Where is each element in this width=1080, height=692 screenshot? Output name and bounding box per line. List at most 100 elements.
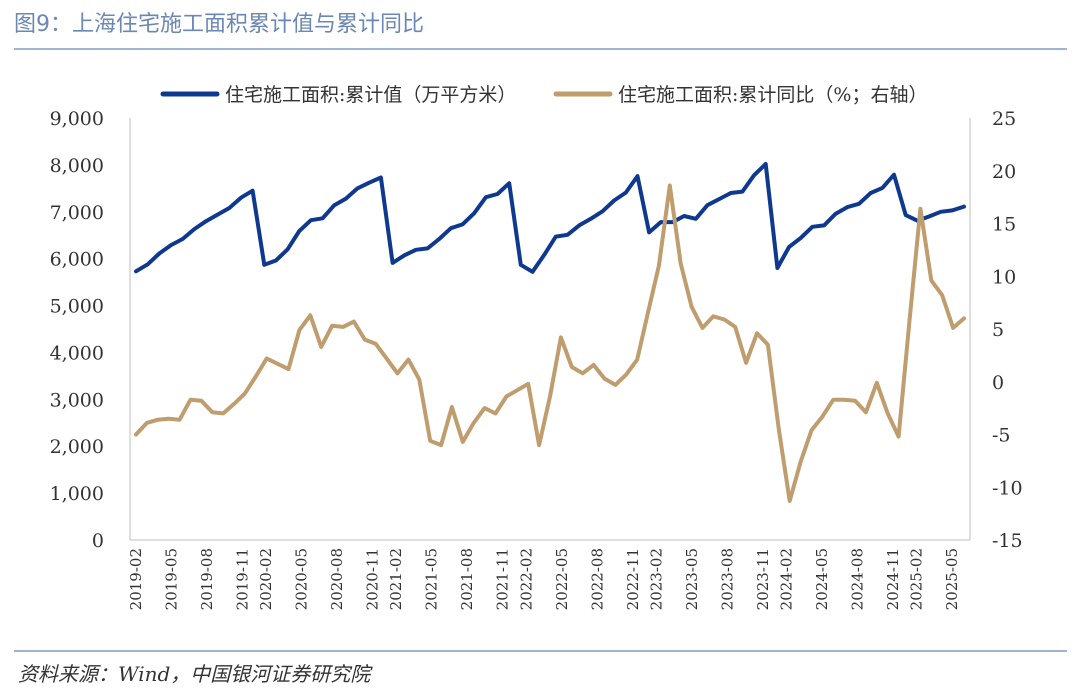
series-2-point xyxy=(635,358,639,362)
series-1-point xyxy=(752,173,756,177)
series-1-point xyxy=(764,162,768,166)
series-2-point xyxy=(842,398,846,402)
series-2-point xyxy=(711,314,716,318)
series-2-point xyxy=(504,394,508,399)
series-1-point xyxy=(799,236,803,240)
series-1-point xyxy=(939,210,943,214)
series-2-point xyxy=(167,417,171,421)
series-2-point xyxy=(907,319,912,323)
series-1-point xyxy=(787,245,791,249)
series-2-point xyxy=(853,399,857,403)
x-tick-label: 2021-02 xyxy=(387,548,405,610)
series-2-point xyxy=(406,358,410,362)
x-tick-label: 2019-02 xyxy=(127,548,145,610)
series-1-point xyxy=(542,253,546,257)
series-2-point xyxy=(188,398,193,402)
series-2-point xyxy=(897,435,901,439)
top-rule xyxy=(14,48,1067,50)
x-tick-label: 2020-08 xyxy=(328,548,346,610)
series-2-point xyxy=(319,345,323,349)
y-left-tick-label: 8,000 xyxy=(50,155,104,177)
series-1-point xyxy=(612,198,616,203)
series-1-point xyxy=(297,229,301,233)
y-right-tick-label: 20 xyxy=(992,161,1016,183)
series-2-point xyxy=(777,427,781,431)
series-2-point xyxy=(286,367,291,371)
series-2-point xyxy=(210,410,214,414)
series-2-point xyxy=(330,324,334,328)
x-tick-label: 2021-11 xyxy=(494,548,512,610)
series-line-1 xyxy=(134,162,966,274)
series-2-point xyxy=(493,411,498,415)
series-2-point xyxy=(243,391,247,395)
series-2-point xyxy=(483,406,487,410)
series-1-point xyxy=(880,186,885,190)
chart: 住宅施工面积:累计值（万平方米） 住宅施工面积:累计同比（%；右轴） 0 1,000… xyxy=(50,84,1023,610)
series-2-point xyxy=(297,328,301,332)
series-2-point xyxy=(766,343,770,347)
series-lines xyxy=(134,162,966,503)
series-1-point xyxy=(822,223,826,227)
series-1-point xyxy=(775,266,780,270)
series-1-point xyxy=(274,258,278,263)
series-1-point xyxy=(729,191,733,195)
legend-label-1: 住宅施工面积:累计值（万平方米） xyxy=(225,84,516,106)
series-2-point xyxy=(570,365,574,369)
series-2-point xyxy=(515,388,519,392)
series-2-point xyxy=(646,310,650,314)
x-tick-label: 2022-11 xyxy=(624,548,642,610)
y-left-tick-label: 3,000 xyxy=(50,389,104,411)
series-1-point xyxy=(950,208,954,212)
series-1-point xyxy=(239,196,243,200)
x-tick-label: 2025-02 xyxy=(908,548,926,610)
x-tick-label: 2024-11 xyxy=(884,548,902,610)
y-left-tick-label: 4,000 xyxy=(50,342,104,364)
series-2-point xyxy=(461,440,465,444)
series-2-point xyxy=(341,325,345,329)
x-tick-label: 2022-05 xyxy=(553,548,571,610)
series-2-point xyxy=(352,320,356,324)
series-2-point xyxy=(733,325,737,329)
series-2-point xyxy=(809,428,814,432)
series-1-point xyxy=(554,235,558,239)
series-1-point xyxy=(705,203,710,207)
x-tick-label: 2024-02 xyxy=(778,548,796,610)
series-2-point xyxy=(254,374,258,379)
y-right-tick-label: -5 xyxy=(992,425,1011,447)
series-1-point xyxy=(344,197,348,201)
x-tick-label: 2023-11 xyxy=(754,548,772,610)
x-tick-label: 2019-08 xyxy=(198,548,216,610)
series-1-point xyxy=(134,269,138,273)
x-tick-label: 2024-05 xyxy=(813,548,831,610)
series-2-point xyxy=(526,382,530,386)
series-1-point xyxy=(904,213,908,217)
series-2-point xyxy=(744,361,748,365)
series-1-point xyxy=(425,246,430,250)
y-left-tick-label: 1,000 xyxy=(50,483,104,505)
series-1-point xyxy=(204,219,208,223)
series-2-point xyxy=(428,439,432,443)
series-1-point xyxy=(694,217,698,221)
series-1-point xyxy=(740,190,745,194)
series-2-point xyxy=(657,264,661,268)
series-1-point xyxy=(659,220,663,224)
x-tick-label: 2022-02 xyxy=(517,548,535,610)
series-2-point xyxy=(417,378,421,382)
series-1-point xyxy=(227,206,231,210)
series-1-point xyxy=(262,263,266,267)
series-1-point xyxy=(589,217,593,221)
x-tick-label: 2019-11 xyxy=(233,548,251,610)
series-2-point xyxy=(679,262,683,266)
series-2-point xyxy=(613,383,618,387)
series-2-point xyxy=(951,326,955,330)
x-tick-label: 2023-08 xyxy=(718,548,736,610)
series-1-point xyxy=(495,192,500,196)
series-2-point xyxy=(145,421,149,425)
series-1-point xyxy=(682,214,686,218)
x-tick-label: 2022-08 xyxy=(588,548,606,610)
y-left-tick-label: 0 xyxy=(92,530,104,552)
series-2-point xyxy=(199,399,203,403)
series-2-point xyxy=(374,342,378,346)
series-2-point xyxy=(668,183,672,188)
series-2-point xyxy=(820,415,825,419)
